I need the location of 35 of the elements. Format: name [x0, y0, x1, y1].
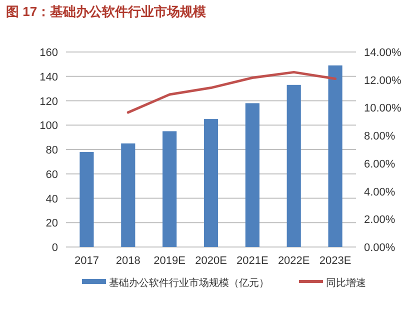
chart-title: 图 17：基础办公软件行业市场规模	[6, 4, 206, 19]
y2-tick-label: 8.00%	[364, 130, 396, 143]
bar	[204, 119, 218, 247]
y-tick-label: 140	[40, 71, 58, 84]
y2-tick-label: 10.00%	[364, 102, 402, 115]
y2-tick-label: 14.00%	[364, 47, 402, 59]
bar	[162, 131, 177, 247]
y-tick-label: 100	[40, 120, 58, 132]
x-tick-label: 2023E	[319, 255, 352, 267]
legend-label: 基础办公软件行业市场规模（亿元）	[109, 277, 269, 289]
y-tick-label: 0	[52, 242, 58, 254]
y-tick-label: 80	[46, 144, 58, 156]
bar	[245, 103, 260, 247]
y2-tick-label: 2.00%	[364, 214, 396, 226]
y-tick-label: 40	[46, 193, 58, 206]
y2-tick-label: 4.00%	[364, 186, 396, 198]
x-tick-label: 2022E	[278, 255, 310, 267]
x-tick-label: 2020E	[195, 255, 227, 267]
y-tick-label: 60	[46, 168, 58, 181]
legend-label: 同比增速	[326, 277, 366, 289]
bar	[80, 152, 94, 247]
y-tick-label: 160	[40, 47, 58, 59]
y2-tick-label: 12.00%	[364, 74, 402, 87]
y-tick-label: 120	[40, 96, 58, 108]
line-series	[126, 70, 337, 114]
x-tick-label: 2021E	[236, 255, 268, 267]
bar	[328, 65, 342, 247]
x-tick-label: 2017	[74, 255, 99, 267]
x-tick-label: 2018	[116, 255, 140, 267]
x-tick-label: 2019E	[154, 255, 186, 267]
bar	[286, 84, 301, 247]
bar	[121, 143, 136, 247]
y-tick-label: 20	[46, 218, 58, 230]
y2-tick-label: 6.00%	[364, 158, 396, 170]
y2-tick-label: 0.00%	[364, 242, 396, 254]
